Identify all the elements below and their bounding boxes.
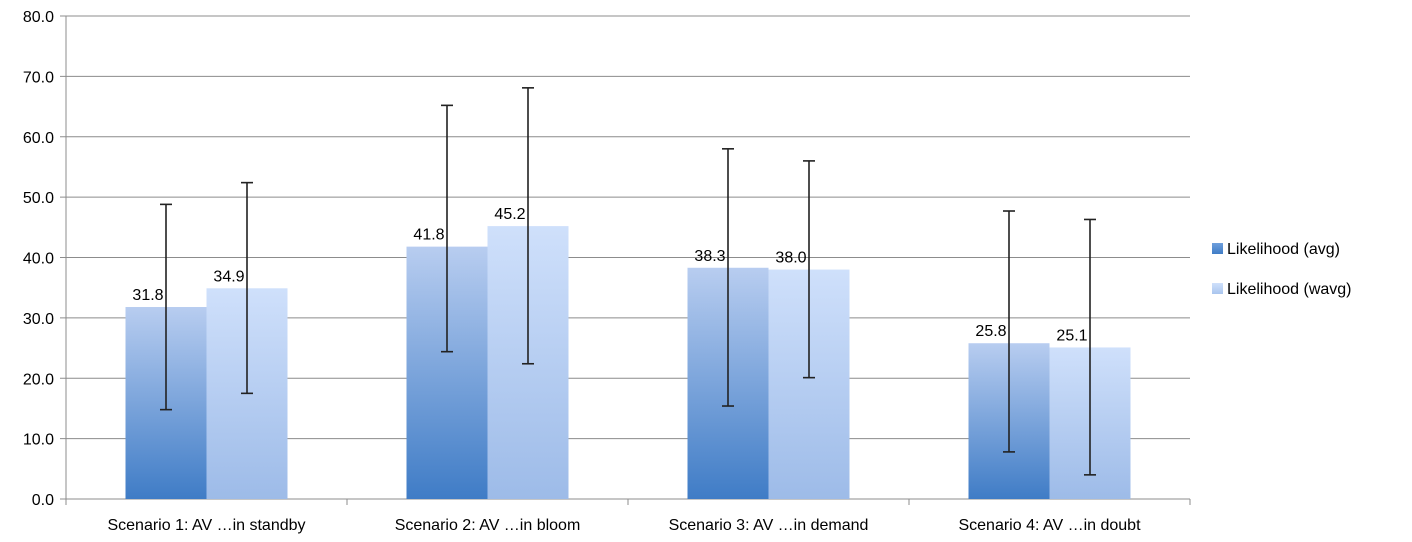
data-label: 31.8 bbox=[132, 287, 163, 304]
y-tick-label: 80.0 bbox=[23, 9, 54, 26]
y-tick-label: 0.0 bbox=[32, 492, 54, 509]
x-tick-label: Scenario 2: AV …in bloom bbox=[395, 517, 581, 534]
legend: Likelihood (avg) Likelihood (wavg) bbox=[1212, 241, 1352, 298]
y-tick-label: 60.0 bbox=[23, 130, 54, 147]
legend-label: Likelihood (avg) bbox=[1227, 241, 1340, 258]
data-label: 25.1 bbox=[1056, 327, 1087, 344]
y-tick-label: 70.0 bbox=[23, 69, 54, 86]
legend-label: Likelihood (wavg) bbox=[1227, 281, 1352, 298]
y-tick-label: 30.0 bbox=[23, 311, 54, 328]
y-tick-label: 10.0 bbox=[23, 432, 54, 449]
data-label: 38.3 bbox=[694, 248, 725, 265]
y-tick-label: 40.0 bbox=[23, 251, 54, 268]
legend-swatch bbox=[1212, 243, 1223, 254]
data-label: 41.8 bbox=[413, 227, 444, 244]
axes: 0.0 10.0 20.0 30.0 40.0 50.0 60.0 70.0 80.0 Scena… bbox=[23, 9, 1191, 534]
x-tick-label: Scenario 1: AV …in standby bbox=[107, 517, 305, 534]
y-tick-label: 20.0 bbox=[23, 371, 54, 388]
error-bars bbox=[160, 87, 1096, 476]
data-label: 34.9 bbox=[213, 268, 244, 285]
data-label: 38.0 bbox=[775, 250, 806, 267]
bars bbox=[125, 226, 1131, 500]
data-label: 25.8 bbox=[975, 323, 1006, 340]
data-labels: 31.8 34.9 41.8 45.2 38.3 38.0 25.8 25.1 bbox=[132, 206, 1087, 344]
x-tick-label: Scenario 4: AV …in doubt bbox=[958, 517, 1141, 534]
legend-swatch bbox=[1212, 283, 1223, 294]
x-tick-label: Scenario 3: AV …in demand bbox=[669, 517, 869, 534]
y-tick-label: 50.0 bbox=[23, 190, 54, 207]
data-label: 45.2 bbox=[494, 206, 525, 223]
